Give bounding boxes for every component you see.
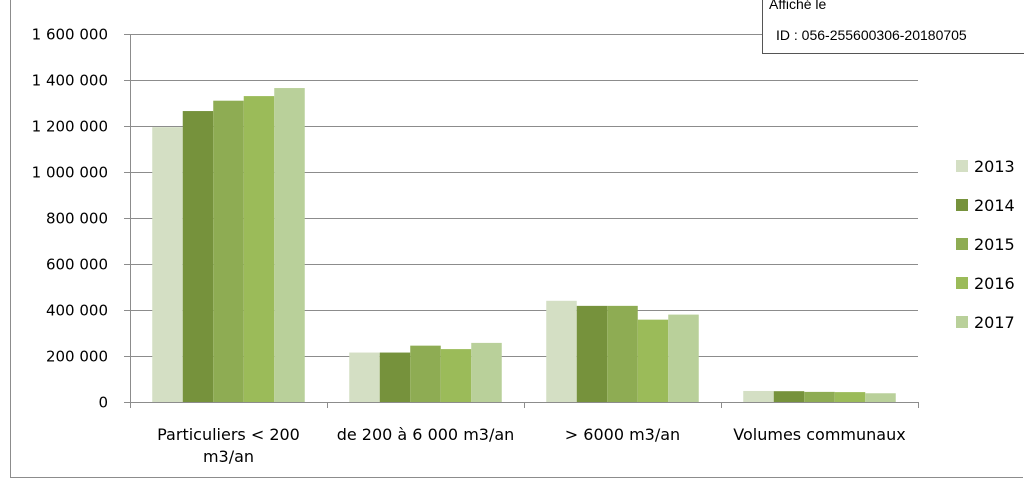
category-label: > 6000 m3/an <box>565 425 680 444</box>
bar <box>865 393 896 402</box>
y-axis-tick-labels: 0 200 000 400 000 600 000 800 000 1 000 000 1 … <box>32 26 108 412</box>
bar <box>546 300 577 402</box>
legend-swatch <box>956 238 968 250</box>
bars <box>152 88 896 403</box>
legend-label: 2014 <box>974 196 1015 215</box>
bar <box>637 319 669 402</box>
bar <box>804 391 835 402</box>
bar <box>410 345 441 402</box>
bar <box>471 342 502 402</box>
bar <box>668 314 699 402</box>
bar <box>773 391 805 402</box>
bar <box>834 392 866 402</box>
stamp-line-2: ID : 056-255600306-20180705 <box>776 27 967 43</box>
bar <box>243 96 275 402</box>
legend-swatch <box>956 199 968 211</box>
category-label: de 200 à 6 000 m3/an <box>337 425 515 444</box>
legend-swatch <box>956 316 968 328</box>
y-tick-label: 400 000 <box>46 302 108 320</box>
bar <box>607 305 638 402</box>
y-tick-label: 1 000 000 <box>32 164 108 182</box>
y-tick-label: 0 <box>98 394 108 412</box>
bar <box>152 127 183 403</box>
legend: 2013 2014 2015 2016 2017 <box>956 157 1015 332</box>
category-label: Particuliers < 200 <box>157 425 300 444</box>
bar <box>440 349 472 402</box>
bar <box>182 111 214 403</box>
legend-label: 2017 <box>974 313 1015 332</box>
y-tick-label: 800 000 <box>46 210 108 228</box>
legend-swatch <box>956 160 968 172</box>
category-label: Volumes communaux <box>733 425 905 444</box>
legend-label: 2015 <box>974 235 1015 254</box>
stamp-line-1: Affiché le <box>769 0 827 12</box>
y-tick-label: 1 400 000 <box>32 72 108 90</box>
y-tick-label: 1 200 000 <box>32 118 108 136</box>
stamp-box: Affiché le ID : 056-255600306-20180705 <box>762 0 1024 54</box>
category-labels: Particuliers < 200 m3/an de 200 à 6 000 m3… <box>157 425 906 466</box>
y-tick-label: 1 600 000 <box>32 26 108 44</box>
y-tick-label: 200 000 <box>46 348 108 366</box>
bar <box>743 390 774 402</box>
chart-frame <box>10 0 1023 478</box>
bar <box>213 100 244 402</box>
legend-swatch <box>956 277 968 289</box>
bar <box>379 352 411 402</box>
legend-label: 2016 <box>974 274 1015 293</box>
legend-label: 2013 <box>974 157 1015 176</box>
category-label: m3/an <box>203 447 254 466</box>
axes <box>124 34 919 408</box>
bar <box>274 88 305 403</box>
bar <box>576 305 608 402</box>
y-tick-label: 600 000 <box>46 256 108 274</box>
bar <box>349 352 380 402</box>
